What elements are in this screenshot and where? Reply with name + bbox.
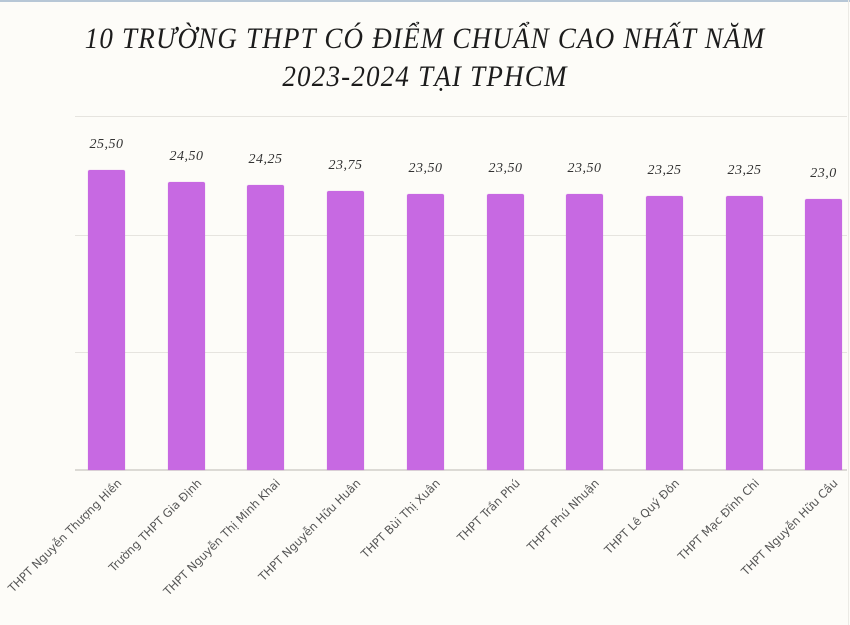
bar-value-label: 25,50 xyxy=(89,137,124,152)
bar xyxy=(726,196,763,470)
bar-value-label: 24,50 xyxy=(169,149,204,164)
gridline-10 xyxy=(75,352,847,353)
bar-value-label: 24,25 xyxy=(248,152,283,167)
x-axis-category-label: THPT Nguyễn Thượng Hiền xyxy=(4,476,124,596)
x-axis-category-label: THPT Bùi Thị Xuân xyxy=(358,476,443,561)
gridline-20 xyxy=(75,235,847,236)
bar xyxy=(805,199,842,470)
right-border xyxy=(848,0,849,625)
x-axis-category-label: THPT Trần Phú xyxy=(454,476,523,545)
bar xyxy=(168,182,205,470)
x-axis-baseline xyxy=(75,469,847,471)
chart-title-line-2: 2023-2024 TẠI TPHCM xyxy=(282,59,568,93)
bar-value-label: 23,50 xyxy=(488,161,523,176)
x-axis-category-label: THPT Mạc Đĩnh Chi xyxy=(674,476,762,564)
bar xyxy=(407,194,444,470)
gridline-30 xyxy=(75,116,847,117)
bar-value-label: 23,75 xyxy=(328,158,363,173)
bar-value-label: 23,0 xyxy=(810,166,837,181)
bar-value-label: 23,25 xyxy=(727,163,762,178)
bar xyxy=(247,185,284,470)
bar xyxy=(566,194,603,470)
bar xyxy=(487,194,524,470)
chart-title: 10 TRƯỜNG THPT CÓ ĐIỂM CHUẨN CAO NHẤT NĂ… xyxy=(0,20,850,96)
top-border xyxy=(0,0,850,2)
bar-value-label: 23,25 xyxy=(647,163,682,178)
bar-value-label: 23,50 xyxy=(408,161,443,176)
bar xyxy=(88,170,125,470)
x-axis-category-label: THPT Phú Nhuận xyxy=(524,476,602,554)
bar xyxy=(646,196,683,470)
x-axis-category-label: THPT Lê Quý Đôn xyxy=(601,476,682,557)
chart-title-line-1: 10 TRƯỜNG THPT CÓ ĐIỂM CHUẨN CAO NHẤT NĂ… xyxy=(84,22,766,55)
bar xyxy=(327,191,364,470)
bar-value-label: 23,50 xyxy=(567,161,602,176)
